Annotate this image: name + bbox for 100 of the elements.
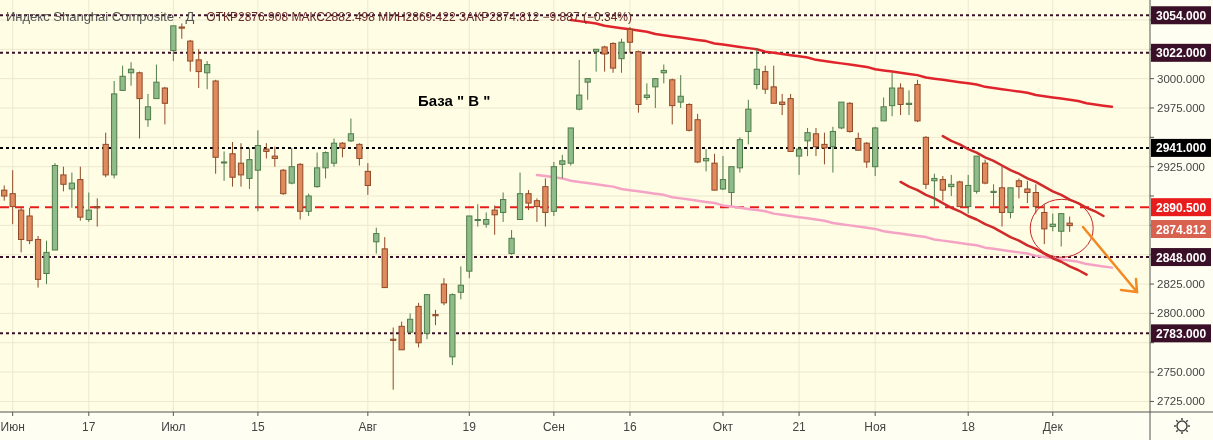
y-tick-label: 2800.000 [1157, 307, 1205, 320]
candlestick [897, 82, 904, 116]
candlestick [330, 138, 338, 168]
ref-line-label: 2848.000 [1156, 250, 1207, 265]
y-tick-label: 2725.000 [1157, 395, 1205, 408]
x-tick-label: Окт [712, 420, 734, 434]
candlestick [1024, 180, 1031, 204]
ref-line-label: 3022.000 [1156, 46, 1207, 61]
candlestick [593, 48, 600, 73]
candlestick [280, 168, 287, 196]
candlestick [271, 146, 278, 168]
x-tick-label: Дек [1042, 420, 1064, 434]
x-tick-label: 15 [251, 420, 265, 434]
candlestick [719, 155, 727, 191]
candlestick [508, 229, 515, 256]
annotation: База " В " [418, 92, 491, 109]
candlestick [990, 183, 997, 208]
x-tick-label: 16 [623, 420, 637, 434]
candlestick [288, 147, 295, 185]
candlestick [153, 64, 160, 100]
y-tick-label: 3000.000 [1157, 72, 1205, 85]
x-tick-label: Июн [0, 420, 25, 434]
y-tick-label: 2825.000 [1157, 278, 1205, 291]
candlestick [85, 192, 92, 223]
ref-line-label: 3054.000 [1156, 8, 1207, 23]
candlestick [491, 204, 498, 236]
x-tick-label: Ноя [864, 420, 887, 434]
candlestick [576, 59, 583, 111]
candlestick [398, 321, 405, 351]
candlestick [533, 197, 541, 223]
x-tick-label: 18 [961, 420, 976, 434]
candlestick [43, 240, 50, 285]
text: Индекс Shanghai Composite · Д [6, 9, 195, 24]
candlestick [1032, 183, 1039, 215]
text: ОТКР2876.908 МАКС2882.498 МИН2869.422 ЗАКР2874.812 −9.887 (−0.34%) [206, 10, 632, 24]
candlestick [246, 147, 253, 190]
candlestick [229, 141, 236, 188]
candlestick [965, 174, 972, 215]
x-tick-label: Авг [358, 420, 378, 434]
candlestick [618, 38, 625, 74]
candlestick [525, 189, 532, 211]
text: 2874.812 [1156, 222, 1207, 237]
x-tick-label: 21 [792, 420, 807, 434]
candlestick [440, 277, 448, 306]
candlestick [779, 93, 786, 116]
candlestick [305, 193, 312, 217]
candlestick [804, 127, 811, 157]
candlestick [1041, 203, 1048, 245]
candlestick [931, 173, 938, 208]
candlestick [626, 26, 634, 54]
candlestick [795, 146, 803, 176]
candlestick [660, 64, 667, 84]
candlestick [237, 142, 245, 188]
candlestick [939, 175, 946, 202]
candlestick [981, 159, 989, 185]
ref-line-label: 2890.500 [1156, 200, 1207, 215]
candlestick [457, 265, 464, 300]
candlestick [119, 65, 126, 91]
candlestick [500, 192, 507, 223]
candlestick [68, 172, 75, 209]
candlestick [745, 99, 752, 145]
candlestick [888, 72, 896, 117]
line-series [535, 173, 1114, 269]
candlestick [643, 82, 650, 101]
y-tick-label: 2975.000 [1157, 101, 1205, 114]
candlestick [204, 60, 211, 90]
candlestick [94, 197, 101, 228]
candlestick [821, 132, 828, 165]
candlestick [313, 152, 321, 189]
line-series [941, 134, 1105, 218]
x-tick-label: 19 [462, 420, 477, 434]
candlestick [322, 150, 329, 179]
candlestick [1058, 213, 1065, 247]
candlestick [880, 96, 887, 122]
x-tick-label: Июл [161, 420, 186, 434]
x-tick-label: 17 [82, 420, 96, 434]
candlestick [390, 326, 397, 391]
line-series [899, 180, 1088, 276]
candlestick [584, 78, 591, 101]
candlestick [161, 86, 169, 125]
candlestick [905, 89, 913, 116]
candlestick [364, 162, 371, 196]
candlestick [677, 74, 684, 109]
candlestick [356, 142, 363, 166]
candlestick [220, 150, 228, 182]
candlestick [373, 227, 380, 255]
y-tick-label: 2750.000 [1157, 366, 1205, 379]
candlestick [601, 45, 608, 73]
ref-line-label: 2783.000 [1156, 326, 1207, 341]
candlestick [948, 174, 955, 197]
candlestick [829, 126, 837, 174]
candlestick [1015, 177, 1023, 199]
candlestick [60, 166, 67, 192]
candlestick [9, 169, 16, 225]
candlestick [144, 93, 152, 128]
candlestick [812, 127, 820, 157]
candlestick [702, 148, 710, 172]
candlestick [559, 154, 566, 179]
candlestick [652, 78, 659, 109]
candlestick [753, 47, 760, 90]
